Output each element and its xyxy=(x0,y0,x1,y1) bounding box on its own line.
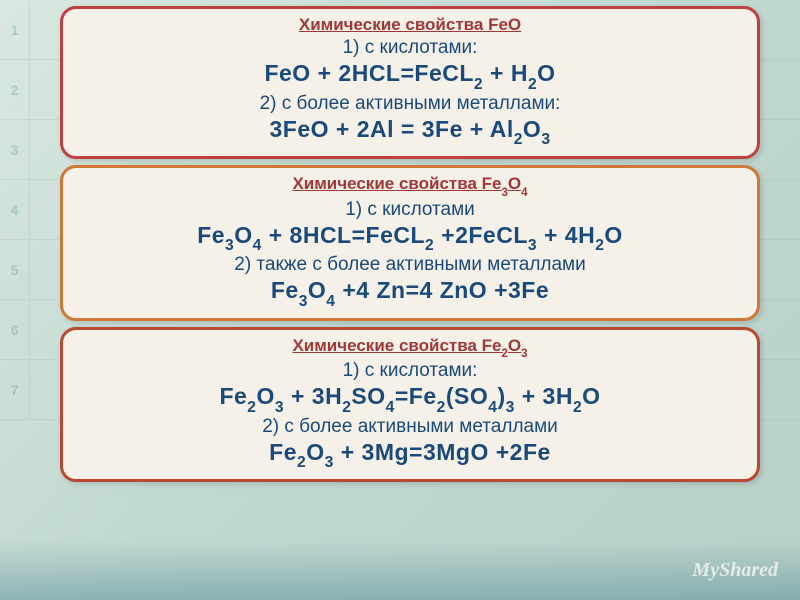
card-title: Химические свойства Fe3O4 xyxy=(83,174,737,196)
reaction-label: 1) с кислотами: xyxy=(83,360,737,382)
card-title: Химические свойства Fe2O3 xyxy=(83,336,737,358)
card-fe3o4: Химические свойства Fe3O4 1) с кислотами… xyxy=(60,165,760,321)
cards-container: Химические свойства FeO 1) с кислотами: … xyxy=(0,0,800,488)
reaction-label: 2) также с более активными металлами xyxy=(83,254,737,276)
watermark-text: MyShared xyxy=(692,559,778,582)
chemical-equation: Fe3O4 + 8HCL=FeCL2 +2FeCL3 + 4H2O xyxy=(83,222,737,254)
chemical-equation: FeO + 2HCL=FeCL2 + H2O xyxy=(83,60,737,92)
chemical-equation: Fe2O3 + 3Mg=3MgO +2Fe xyxy=(83,439,737,471)
reaction-label: 2) с более активными металлами xyxy=(83,416,737,438)
chemical-equation: 3FeO + 2Al = 3Fe + Al2O3 xyxy=(83,116,737,148)
reaction-label: 1) с кислотами: xyxy=(83,37,737,59)
card-fe2o3: Химические свойства Fe2O3 1) с кислотами… xyxy=(60,327,760,483)
bottom-gradient xyxy=(0,540,800,600)
chemical-equation: Fe2O3 + 3H2SO4=Fe2(SO4)3 + 3H2O xyxy=(83,383,737,415)
card-title: Химические свойства FeO xyxy=(83,15,737,35)
chemical-equation: Fe3O4 +4 Zn=4 ZnO +3Fe xyxy=(83,277,737,309)
reaction-label: 1) с кислотами xyxy=(83,199,737,221)
card-feo: Химические свойства FeO 1) с кислотами: … xyxy=(60,6,760,159)
reaction-label: 2) с более активными металлами: xyxy=(83,93,737,115)
